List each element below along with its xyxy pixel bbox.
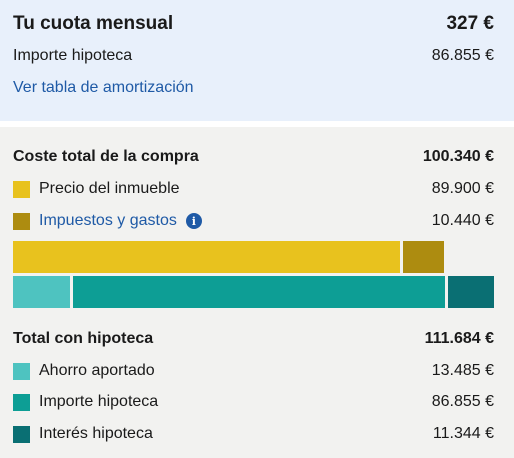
- mortgage-amount-row: Importe hipoteca 86.855 €: [13, 47, 494, 65]
- savings-row: Ahorro aportado 13.485 €: [13, 362, 494, 380]
- savings-bar: [13, 276, 70, 308]
- taxes-fees-swatch: [13, 212, 30, 230]
- purchase-total-title: Coste total de la compra: [13, 148, 199, 165]
- interest-row: Interés hipoteca 11.344 €: [13, 425, 494, 443]
- mortgage-amount-label: Importe hipoteca: [13, 47, 133, 64]
- monthly-payment-row: Tu cuota mensual 327 €: [13, 13, 494, 35]
- interest-value: 11.344 €: [432, 425, 494, 442]
- property-price-row: Precio del inmueble 89.900 €: [13, 180, 494, 198]
- financing-total-row: Total con hipoteca 111.684 €: [13, 330, 494, 348]
- savings-swatch: [13, 362, 30, 380]
- amortization-row: Ver tabla de amortización: [13, 79, 494, 97]
- financing-total-title: Total con hipoteca: [13, 330, 154, 347]
- taxes-fees-bar: [403, 241, 444, 273]
- purchase-total-row: Coste total de la compra 100.340 €: [13, 148, 494, 166]
- amortization-table-link[interactable]: Ver tabla de amortización: [13, 79, 194, 96]
- taxes-fees-value: 10.440 €: [431, 212, 494, 229]
- mortgage-label: Importe hipoteca: [39, 393, 159, 410]
- monthly-payment-panel: Tu cuota mensual 327 € Importe hipoteca …: [0, 0, 514, 121]
- interest-swatch: [13, 425, 30, 443]
- mortgage-interest-bar: [448, 276, 494, 308]
- property-price-bar: [13, 241, 400, 273]
- financing-total-value: 111.684 €: [424, 330, 494, 347]
- mortgage-amount-bar: [73, 276, 445, 308]
- interest-label: Interés hipoteca: [39, 425, 153, 442]
- info-icon[interactable]: i: [185, 213, 202, 229]
- property-price-swatch: [13, 180, 30, 198]
- taxes-fees-row: Impuestos y gastos i 10.440 €: [13, 212, 494, 230]
- property-price-value: 89.900 €: [431, 180, 494, 197]
- mortgage-amount-value: 86.855 €: [431, 47, 494, 64]
- mortgage-swatch: [13, 393, 30, 411]
- property-price-label: Precio del inmueble: [39, 180, 180, 197]
- purchase-total-value: 100.340 €: [422, 148, 494, 165]
- monthly-payment-title: Tu cuota mensual: [13, 13, 174, 34]
- monthly-payment-value: 327 €: [446, 13, 494, 34]
- savings-value: 13.485 €: [431, 362, 494, 379]
- savings-label: Ahorro aportado: [39, 362, 155, 379]
- taxes-fees-link[interactable]: Impuestos y gastos: [39, 212, 177, 229]
- mortgage-value: 86.855 €: [431, 393, 494, 410]
- mortgage-row: Importe hipoteca 86.855 €: [13, 393, 494, 411]
